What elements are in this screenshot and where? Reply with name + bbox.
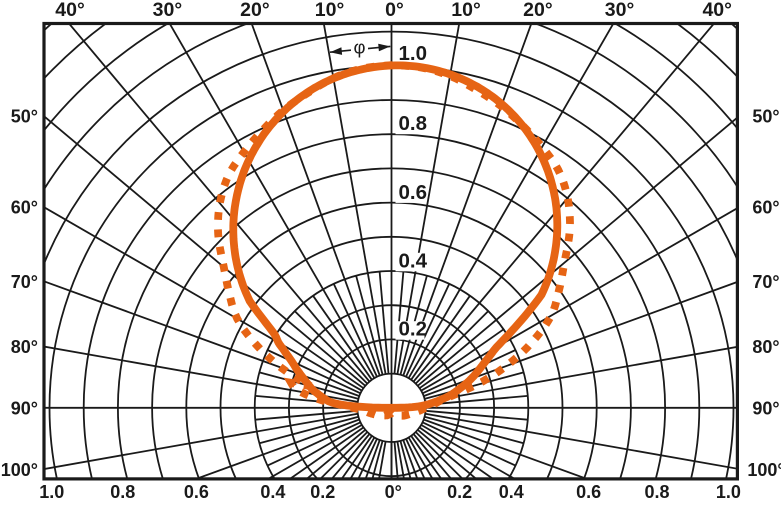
svg-text:0.4: 0.4 [499, 482, 524, 500]
svg-text:20°: 20° [240, 0, 270, 21]
svg-text:1.0: 1.0 [39, 482, 64, 500]
svg-text:10°: 10° [451, 0, 481, 21]
svg-text:0.8: 0.8 [399, 112, 428, 135]
svg-text:70°: 70° [752, 272, 779, 292]
svg-text:0.6: 0.6 [184, 482, 209, 500]
svg-text:40°: 40° [55, 0, 85, 21]
svg-text:30°: 30° [153, 0, 183, 21]
svg-text:0.2: 0.2 [310, 482, 335, 500]
svg-text:20°: 20° [523, 0, 553, 21]
svg-text:0.6: 0.6 [576, 482, 601, 500]
svg-text:90°: 90° [752, 399, 779, 419]
svg-text:0°: 0° [385, 0, 404, 21]
svg-text:0°: 0° [385, 482, 402, 500]
svg-text:10°: 10° [315, 0, 345, 21]
svg-text:0.4: 0.4 [399, 249, 428, 272]
svg-text:1.0: 1.0 [399, 42, 428, 65]
svg-text:30°: 30° [605, 0, 635, 21]
svg-text:0.8: 0.8 [644, 482, 669, 500]
svg-text:0.6: 0.6 [399, 181, 428, 204]
svg-text:70°: 70° [11, 272, 38, 292]
svg-text:50°: 50° [752, 106, 779, 126]
svg-text:60°: 60° [11, 198, 38, 218]
svg-text:60°: 60° [752, 198, 779, 218]
svg-text:100°: 100° [1, 460, 38, 480]
svg-text:80°: 80° [11, 337, 38, 357]
svg-text:90°: 90° [11, 399, 38, 419]
svg-text:80°: 80° [752, 337, 779, 357]
svg-text:0.8: 0.8 [110, 482, 135, 500]
svg-text:0.2: 0.2 [399, 318, 428, 341]
svg-text:1.0: 1.0 [716, 482, 741, 500]
svg-text:0.2: 0.2 [447, 482, 472, 500]
svg-text:0.4: 0.4 [260, 482, 285, 500]
svg-text:40°: 40° [702, 0, 732, 21]
svg-text:50°: 50° [11, 106, 38, 126]
svg-text:100°: 100° [747, 460, 781, 480]
svg-text:φ: φ [354, 36, 366, 57]
